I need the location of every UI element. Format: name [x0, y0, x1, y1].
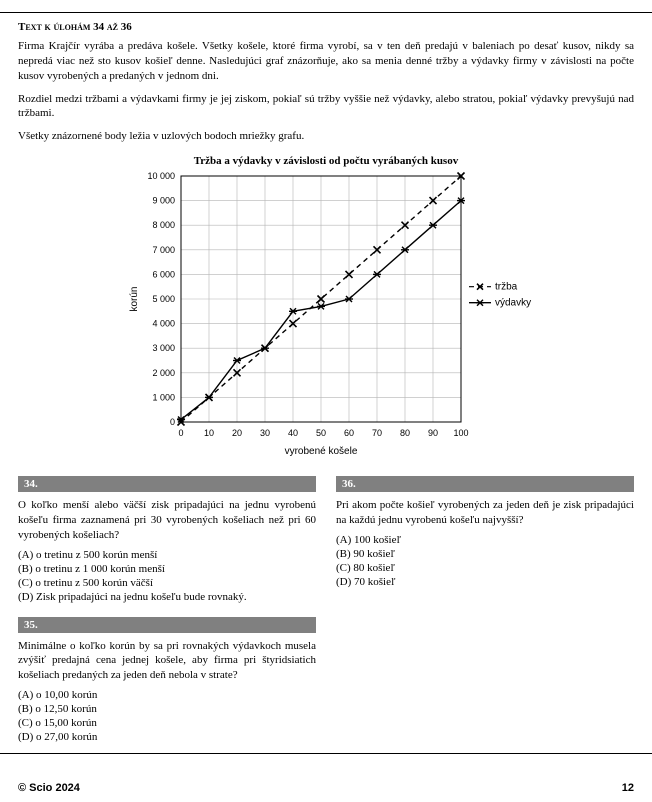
right-col: 36. Pri akom počte košieľ vyrobených za … [336, 476, 634, 745]
svg-text:30: 30 [260, 428, 270, 438]
svg-text:10: 10 [204, 428, 214, 438]
svg-text:8 000: 8 000 [152, 220, 175, 230]
questions-columns: 34. O koľko menší alebo väčší zisk pripa… [18, 476, 634, 745]
intro-p3: Všetky znázornené body ležia v uzlových … [18, 129, 634, 144]
q35-opt-b: (B) o 12,50 korún [18, 703, 316, 715]
svg-text:80: 80 [400, 428, 410, 438]
svg-text:50: 50 [316, 428, 326, 438]
q35-text: Minimálne o koľko korún by sa pri rovnak… [18, 639, 316, 684]
svg-text:0: 0 [170, 417, 175, 427]
svg-text:7 000: 7 000 [152, 245, 175, 255]
q36-num: 36. [342, 478, 356, 490]
svg-text:6 000: 6 000 [152, 269, 175, 279]
svg-text:4 000: 4 000 [152, 319, 175, 329]
q35-options: (A) o 10,00 korún (B) o 12,50 korún (C) … [18, 689, 316, 743]
intro-block: Firma Krajčír vyrába a predáva košele. V… [18, 39, 634, 144]
svg-text:tržba: tržba [495, 282, 518, 293]
q34-options: (A) o tretinu z 500 korún menší (B) o tr… [18, 549, 316, 603]
svg-text:0: 0 [178, 428, 183, 438]
svg-text:Tržba a výdavky v závislosti: Tržba a výdavky v závislosti od počtu vy… [194, 155, 459, 167]
q36-opt-b: (B) 90 košieľ [336, 548, 634, 560]
q35-opt-d: (D) o 27,00 korún [18, 731, 316, 743]
svg-text:2 000: 2 000 [152, 368, 175, 378]
intro-p1: Firma Krajčír vyrába a predáva košele. V… [18, 39, 634, 84]
svg-text:70: 70 [372, 428, 382, 438]
q36-opt-c: (C) 80 košieľ [336, 562, 634, 574]
q36-opt-d: (D) 70 košieľ [336, 576, 634, 588]
svg-text:korún: korún [129, 287, 140, 312]
q35-num: 35. [24, 619, 38, 631]
chart-container: Tržba a výdavky v závislosti od počtu vy… [18, 152, 634, 462]
q36-options: (A) 100 košieľ (B) 90 košieľ (C) 80 koši… [336, 534, 634, 588]
footer: © Scio 2024 12 [18, 782, 634, 794]
q35-header: 35. [18, 617, 316, 633]
q34-num: 34. [24, 478, 38, 490]
q34-text: O koľko menší alebo väčší zisk pripadajú… [18, 498, 316, 543]
footer-right: 12 [622, 782, 634, 794]
q34-opt-a: (A) o tretinu z 500 korún menší [18, 549, 316, 561]
left-col: 34. O koľko menší alebo väčší zisk pripa… [18, 476, 316, 745]
q35-opt-a: (A) o 10,00 korún [18, 689, 316, 701]
svg-text:60: 60 [344, 428, 354, 438]
q35-opt-c: (C) o 15,00 korún [18, 717, 316, 729]
q36-opt-a: (A) 100 košieľ [336, 534, 634, 546]
chart-svg: Tržba a výdavky v závislosti od počtu vy… [111, 152, 541, 462]
q34-header: 34. [18, 476, 316, 492]
svg-text:5 000: 5 000 [152, 294, 175, 304]
rule-bottom [0, 753, 652, 754]
q35-block: 35. Minimálne o koľko korún by sa pri ro… [18, 617, 316, 744]
q36-header: 36. [336, 476, 634, 492]
rule-top [0, 12, 652, 13]
footer-left: © Scio 2024 [18, 782, 80, 794]
q34-opt-b: (B) o tretinu z 1 000 korún menší [18, 563, 316, 575]
svg-text:vyrobené košele: vyrobené košele [285, 446, 358, 457]
q34-opt-c: (C) o tretinu z 500 korún väčší [18, 577, 316, 589]
svg-text:40: 40 [288, 428, 298, 438]
section-heading: Text k úlohám 34 až 36 [18, 21, 634, 33]
q34-opt-d: (D) Zisk pripadajúci na jednu košeľu bud… [18, 591, 316, 603]
heading-text: Text k úlohám 34 až 36 [18, 21, 132, 33]
svg-text:1 000: 1 000 [152, 392, 175, 402]
svg-text:výdavky: výdavky [495, 298, 531, 309]
svg-text:100: 100 [453, 428, 468, 438]
svg-text:20: 20 [232, 428, 242, 438]
svg-text:10 000: 10 000 [147, 171, 175, 181]
intro-p2: Rozdiel medzi tržbami a výdavkami firmy … [18, 92, 634, 122]
q36-text: Pri akom počte košieľ vyrobených za jede… [336, 498, 634, 528]
svg-text:90: 90 [428, 428, 438, 438]
svg-text:3 000: 3 000 [152, 343, 175, 353]
svg-text:9 000: 9 000 [152, 196, 175, 206]
